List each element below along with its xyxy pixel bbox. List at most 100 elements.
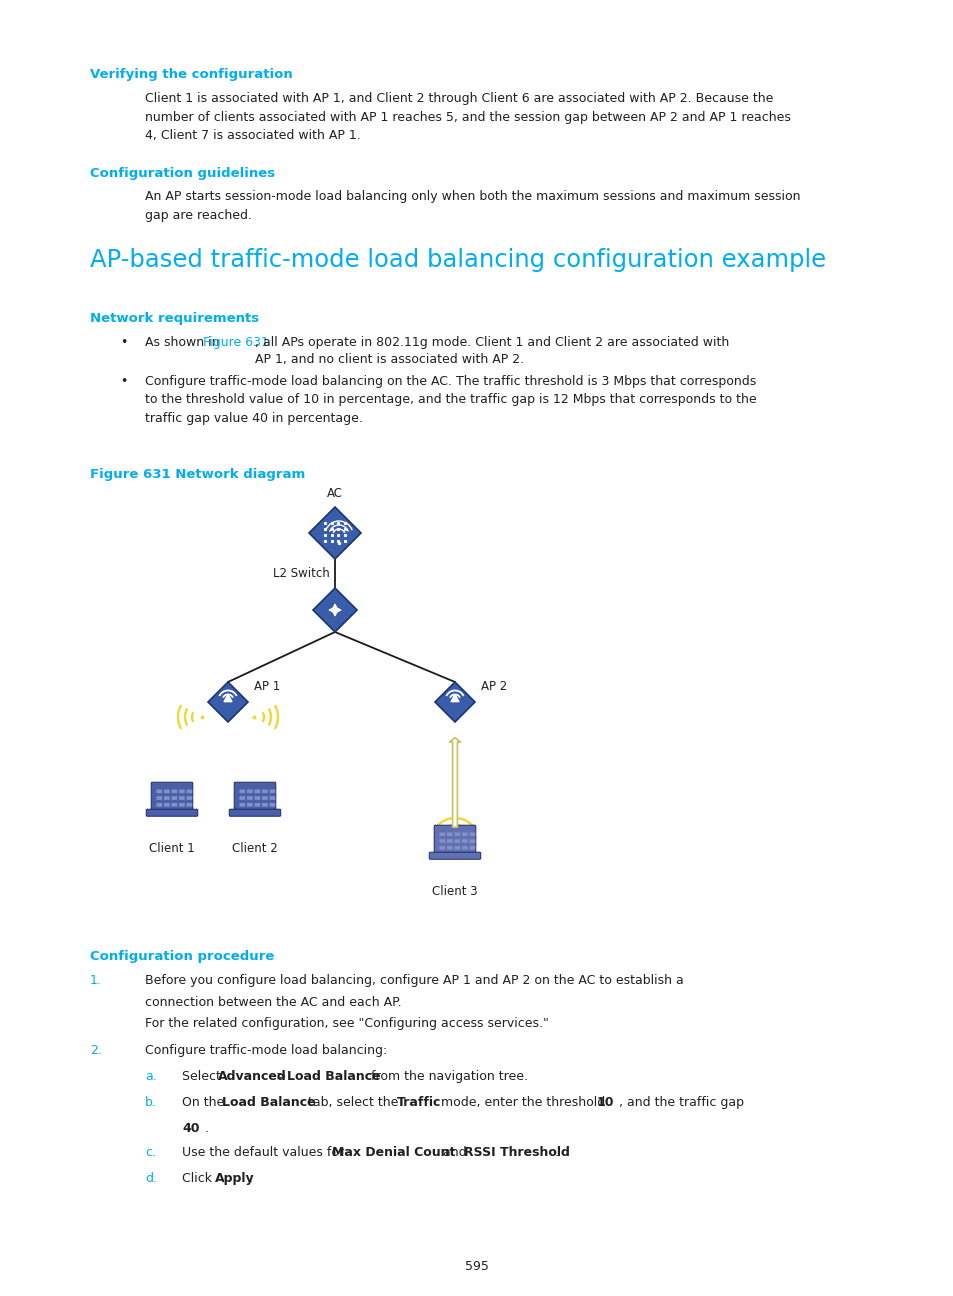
- Text: Traffic: Traffic: [396, 1096, 441, 1109]
- Text: and: and: [438, 1146, 470, 1159]
- Text: AP 2: AP 2: [480, 680, 507, 693]
- Text: from the navigation tree.: from the navigation tree.: [367, 1070, 527, 1083]
- FancyBboxPatch shape: [187, 804, 193, 806]
- Polygon shape: [224, 695, 232, 701]
- Text: AP 1: AP 1: [253, 680, 280, 693]
- FancyBboxPatch shape: [469, 832, 475, 836]
- FancyBboxPatch shape: [151, 783, 193, 811]
- Text: connection between the AC and each AP.: connection between the AC and each AP.: [145, 997, 401, 1010]
- FancyBboxPatch shape: [447, 840, 453, 842]
- Text: 1.: 1.: [90, 975, 102, 988]
- FancyBboxPatch shape: [461, 832, 467, 836]
- FancyBboxPatch shape: [262, 796, 268, 800]
- Text: Load Balance: Load Balance: [287, 1070, 380, 1083]
- Text: An AP starts session-mode load balancing only when both the maximum sessions and: An AP starts session-mode load balancing…: [145, 191, 800, 222]
- Text: d.: d.: [145, 1172, 157, 1185]
- Text: Client 1 is associated with AP 1, and Client 2 through Client 6 are associated w: Client 1 is associated with AP 1, and Cl…: [145, 92, 790, 143]
- Text: For the related configuration, see "Configuring access services.": For the related configuration, see "Conf…: [145, 1017, 548, 1030]
- Text: 2.: 2.: [90, 1045, 102, 1058]
- FancyBboxPatch shape: [469, 846, 475, 850]
- FancyBboxPatch shape: [439, 846, 445, 850]
- Text: Select: Select: [182, 1070, 225, 1083]
- Text: mode, enter the threshold: mode, enter the threshold: [436, 1096, 609, 1109]
- Text: Load Balance: Load Balance: [222, 1096, 315, 1109]
- FancyBboxPatch shape: [187, 789, 193, 793]
- Text: •: •: [120, 375, 128, 388]
- Text: >: >: [272, 1070, 291, 1083]
- FancyBboxPatch shape: [172, 796, 177, 800]
- FancyBboxPatch shape: [270, 789, 275, 793]
- FancyBboxPatch shape: [254, 796, 260, 800]
- FancyBboxPatch shape: [156, 789, 162, 793]
- FancyBboxPatch shape: [469, 840, 475, 842]
- FancyBboxPatch shape: [439, 840, 445, 842]
- FancyBboxPatch shape: [233, 783, 275, 811]
- FancyBboxPatch shape: [247, 804, 253, 806]
- FancyBboxPatch shape: [429, 853, 480, 859]
- Text: Configure traffic-mode load balancing on the AC. The traffic threshold is 3 Mbps: Configure traffic-mode load balancing on…: [145, 375, 756, 425]
- Text: .: .: [205, 1122, 209, 1135]
- Text: tab, select the: tab, select the: [304, 1096, 402, 1109]
- Polygon shape: [208, 682, 248, 722]
- Text: Click: Click: [182, 1172, 215, 1185]
- FancyBboxPatch shape: [229, 809, 280, 816]
- FancyBboxPatch shape: [270, 796, 275, 800]
- Text: Figure 631 Network diagram: Figure 631 Network diagram: [90, 468, 305, 481]
- Text: Configure traffic-mode load balancing:: Configure traffic-mode load balancing:: [145, 1045, 387, 1058]
- Text: L2 Switch: L2 Switch: [273, 566, 330, 581]
- FancyBboxPatch shape: [439, 832, 445, 836]
- FancyBboxPatch shape: [247, 789, 253, 793]
- FancyBboxPatch shape: [454, 846, 459, 850]
- Text: Configuration procedure: Configuration procedure: [90, 950, 274, 963]
- Text: , and the traffic gap: , and the traffic gap: [618, 1096, 743, 1109]
- Text: Use the default values for: Use the default values for: [182, 1146, 348, 1159]
- FancyBboxPatch shape: [447, 832, 453, 836]
- Text: Network requirements: Network requirements: [90, 312, 259, 325]
- Text: Configuration guidelines: Configuration guidelines: [90, 167, 274, 180]
- FancyBboxPatch shape: [179, 804, 185, 806]
- Text: Advanced: Advanced: [218, 1070, 287, 1083]
- FancyBboxPatch shape: [164, 804, 170, 806]
- FancyBboxPatch shape: [254, 789, 260, 793]
- Text: AC: AC: [327, 487, 343, 500]
- FancyBboxPatch shape: [172, 789, 177, 793]
- Text: 10: 10: [597, 1096, 614, 1109]
- Polygon shape: [451, 695, 458, 701]
- Text: 40: 40: [182, 1122, 199, 1135]
- Polygon shape: [313, 588, 356, 632]
- Text: Max Denial Count: Max Denial Count: [332, 1146, 455, 1159]
- FancyBboxPatch shape: [172, 804, 177, 806]
- FancyBboxPatch shape: [270, 804, 275, 806]
- Text: Before you configure load balancing, configure AP 1 and AP 2 on the AC to establ: Before you configure load balancing, con…: [145, 975, 683, 988]
- FancyBboxPatch shape: [254, 804, 260, 806]
- FancyBboxPatch shape: [164, 789, 170, 793]
- FancyBboxPatch shape: [156, 796, 162, 800]
- FancyBboxPatch shape: [454, 840, 459, 842]
- FancyBboxPatch shape: [447, 846, 453, 850]
- Text: Apply: Apply: [214, 1172, 254, 1185]
- FancyBboxPatch shape: [156, 804, 162, 806]
- Polygon shape: [309, 507, 360, 559]
- Text: c.: c.: [145, 1146, 156, 1159]
- Text: Client 2: Client 2: [232, 842, 277, 855]
- FancyBboxPatch shape: [179, 789, 185, 793]
- Text: Figure 631: Figure 631: [203, 336, 269, 349]
- Text: b.: b.: [145, 1096, 156, 1109]
- FancyBboxPatch shape: [187, 796, 193, 800]
- FancyBboxPatch shape: [179, 796, 185, 800]
- FancyBboxPatch shape: [239, 796, 245, 800]
- Text: RSSI Threshold: RSSI Threshold: [463, 1146, 569, 1159]
- Text: 595: 595: [464, 1260, 489, 1273]
- Text: Client 1: Client 1: [149, 842, 194, 855]
- Text: , all APs operate in 802.11g mode. Client 1 and Client 2 are associated with
AP : , all APs operate in 802.11g mode. Clien…: [254, 336, 728, 367]
- Text: On the: On the: [182, 1096, 228, 1109]
- Polygon shape: [435, 682, 475, 722]
- Text: Verifying the configuration: Verifying the configuration: [90, 67, 293, 80]
- FancyBboxPatch shape: [461, 840, 467, 842]
- FancyBboxPatch shape: [262, 804, 268, 806]
- FancyBboxPatch shape: [239, 789, 245, 793]
- FancyBboxPatch shape: [262, 789, 268, 793]
- FancyBboxPatch shape: [461, 846, 467, 850]
- FancyBboxPatch shape: [164, 796, 170, 800]
- FancyBboxPatch shape: [454, 832, 459, 836]
